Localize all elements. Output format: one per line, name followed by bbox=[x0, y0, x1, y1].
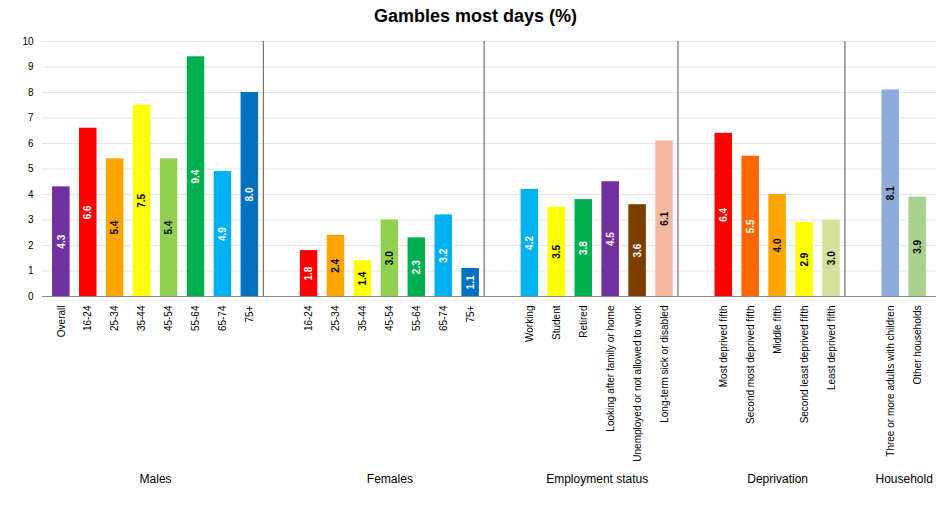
svg-text:Middle fifth: Middle fifth bbox=[771, 306, 782, 354]
svg-text:Least deprived fifth: Least deprived fifth bbox=[825, 306, 836, 391]
svg-text:Second least deprived fifth: Second least deprived fifth bbox=[798, 306, 809, 424]
svg-text:3.8: 3.8 bbox=[577, 241, 588, 255]
svg-text:2.4: 2.4 bbox=[330, 259, 341, 273]
svg-text:8.0: 8.0 bbox=[244, 187, 255, 201]
svg-text:5.4: 5.4 bbox=[109, 220, 120, 234]
svg-text:Most deprived fifth: Most deprived fifth bbox=[717, 306, 728, 388]
svg-text:Overall: Overall bbox=[55, 306, 66, 338]
svg-text:6: 6 bbox=[27, 138, 33, 149]
svg-text:Retired: Retired bbox=[577, 306, 588, 338]
svg-text:4.3: 4.3 bbox=[55, 234, 66, 248]
svg-text:Males: Males bbox=[139, 472, 171, 486]
svg-text:55-64: 55-64 bbox=[410, 305, 421, 331]
svg-text:Unemployed or not allowed to w: Unemployed or not allowed to work bbox=[631, 305, 642, 462]
svg-text:2.9: 2.9 bbox=[798, 252, 809, 266]
svg-text:5.5: 5.5 bbox=[744, 219, 755, 233]
svg-text:Student: Student bbox=[551, 305, 562, 340]
svg-text:0: 0 bbox=[27, 291, 33, 302]
svg-text:3.5: 3.5 bbox=[551, 244, 562, 258]
svg-text:2.3: 2.3 bbox=[410, 260, 421, 274]
svg-text:75+: 75+ bbox=[244, 305, 255, 322]
svg-text:5: 5 bbox=[27, 163, 33, 174]
svg-text:75+: 75+ bbox=[464, 305, 475, 322]
svg-text:6.1: 6.1 bbox=[658, 211, 669, 225]
svg-text:16-24: 16-24 bbox=[303, 305, 314, 331]
svg-text:16-24: 16-24 bbox=[82, 305, 93, 331]
svg-text:7: 7 bbox=[27, 112, 33, 123]
svg-text:9: 9 bbox=[27, 61, 33, 72]
svg-text:3.0: 3.0 bbox=[825, 251, 836, 265]
svg-text:Deprivation: Deprivation bbox=[747, 472, 808, 486]
svg-text:8: 8 bbox=[27, 87, 33, 98]
svg-text:Household: Household bbox=[875, 472, 932, 486]
svg-text:Second most deprived fifth: Second most deprived fifth bbox=[744, 306, 755, 424]
svg-text:3: 3 bbox=[27, 214, 33, 225]
svg-text:10: 10 bbox=[22, 36, 34, 47]
svg-text:Working: Working bbox=[524, 306, 535, 343]
svg-text:65-74: 65-74 bbox=[217, 305, 228, 331]
svg-text:1.1: 1.1 bbox=[464, 275, 475, 289]
svg-text:25-34: 25-34 bbox=[330, 305, 341, 331]
svg-text:1.8: 1.8 bbox=[303, 266, 314, 280]
svg-text:65-74: 65-74 bbox=[437, 305, 448, 331]
svg-text:35-44: 35-44 bbox=[357, 305, 368, 331]
svg-text:35-44: 35-44 bbox=[136, 305, 147, 331]
svg-text:5.4: 5.4 bbox=[163, 220, 174, 234]
svg-text:45-54: 45-54 bbox=[163, 305, 174, 331]
svg-text:6.4: 6.4 bbox=[717, 208, 728, 222]
svg-text:Looking after family or home: Looking after family or home bbox=[604, 305, 615, 432]
svg-text:Other households: Other households bbox=[911, 306, 922, 385]
svg-text:6.6: 6.6 bbox=[82, 205, 93, 219]
svg-text:1: 1 bbox=[27, 265, 33, 276]
svg-text:1.4: 1.4 bbox=[357, 271, 368, 285]
svg-text:4.9: 4.9 bbox=[217, 227, 228, 241]
svg-text:Three or more adults with chil: Three or more adults with children bbox=[884, 306, 895, 457]
svg-text:Females: Females bbox=[366, 472, 412, 486]
svg-text:8.1: 8.1 bbox=[884, 186, 895, 200]
svg-text:2: 2 bbox=[27, 240, 33, 251]
svg-text:3.0: 3.0 bbox=[384, 251, 395, 265]
svg-text:4.2: 4.2 bbox=[524, 236, 535, 250]
svg-text:Long-term sick or disabled: Long-term sick or disabled bbox=[658, 306, 669, 423]
svg-text:9.4: 9.4 bbox=[190, 169, 201, 183]
svg-text:7.5: 7.5 bbox=[136, 193, 147, 207]
svg-text:4.0: 4.0 bbox=[771, 238, 782, 252]
svg-text:45-54: 45-54 bbox=[384, 305, 395, 331]
svg-text:Employment status: Employment status bbox=[546, 472, 648, 486]
svg-text:3.2: 3.2 bbox=[437, 248, 448, 262]
html-text:Gambles most days (%): Gambles most days (%) bbox=[374, 6, 577, 26]
svg-text:25-34: 25-34 bbox=[109, 305, 120, 331]
svg-text:4.5: 4.5 bbox=[604, 232, 615, 246]
svg-text:3.9: 3.9 bbox=[911, 239, 922, 253]
svg-text:55-64: 55-64 bbox=[190, 305, 201, 331]
svg-text:4: 4 bbox=[27, 189, 33, 200]
svg-text:3.6: 3.6 bbox=[631, 243, 642, 257]
